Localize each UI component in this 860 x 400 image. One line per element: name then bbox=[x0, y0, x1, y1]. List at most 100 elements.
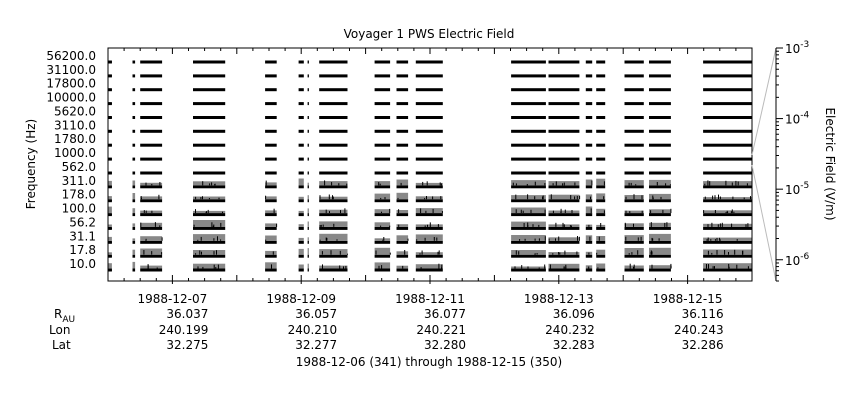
activity-band bbox=[319, 181, 348, 186]
activity-spike bbox=[652, 195, 654, 200]
data-segment bbox=[132, 240, 136, 244]
data-segment bbox=[132, 171, 136, 175]
activity-band bbox=[298, 237, 304, 241]
data-segment bbox=[307, 102, 309, 106]
data-segment bbox=[319, 143, 348, 147]
data-segment bbox=[624, 88, 644, 92]
activity-spike bbox=[381, 265, 383, 269]
activity-band bbox=[319, 265, 348, 269]
data-segment bbox=[265, 185, 277, 189]
data-segment bbox=[649, 102, 671, 106]
activity-spike bbox=[558, 236, 560, 241]
data-segment bbox=[703, 116, 752, 119]
activity-spike bbox=[426, 181, 428, 186]
activity-spike bbox=[193, 224, 195, 227]
data-segment bbox=[511, 88, 546, 92]
activity-spike bbox=[707, 180, 709, 186]
activity-band bbox=[596, 236, 606, 241]
data-segment bbox=[132, 268, 136, 272]
data-segment bbox=[649, 213, 671, 217]
data-segment bbox=[649, 88, 671, 92]
data-segment bbox=[596, 60, 606, 64]
activity-band bbox=[415, 252, 443, 255]
activity-spike bbox=[544, 236, 546, 241]
data-segment bbox=[396, 129, 409, 133]
data-segment bbox=[307, 60, 309, 64]
data-segment bbox=[649, 185, 671, 189]
data-segment bbox=[511, 60, 546, 64]
data-segment bbox=[374, 60, 391, 64]
activity-band bbox=[703, 223, 752, 227]
activity-spike bbox=[389, 208, 391, 214]
data-segment bbox=[307, 116, 309, 119]
activity-spike bbox=[734, 249, 736, 255]
activity-spike bbox=[640, 236, 642, 241]
data-segment bbox=[374, 157, 391, 161]
data-segment bbox=[585, 74, 593, 78]
activity-spike bbox=[719, 196, 721, 200]
data-segment bbox=[319, 157, 348, 161]
activity-spike bbox=[420, 267, 422, 269]
data-segment bbox=[548, 88, 580, 92]
activity-spike bbox=[600, 223, 602, 227]
data-segment bbox=[374, 213, 391, 217]
activity-spike bbox=[419, 253, 421, 255]
activity-spike bbox=[534, 238, 536, 241]
activity-band bbox=[649, 193, 671, 200]
activity-band bbox=[319, 209, 348, 214]
activity-spike bbox=[670, 263, 672, 269]
colorbar-tick-label: 10-5 bbox=[785, 181, 809, 197]
data-segment bbox=[396, 254, 409, 258]
activity-spike bbox=[637, 237, 639, 241]
activity-spike bbox=[670, 208, 672, 214]
activity-band bbox=[108, 252, 112, 255]
activity-band bbox=[132, 193, 136, 200]
activity-spike bbox=[515, 250, 517, 255]
activity-spike bbox=[222, 211, 223, 214]
data-segment bbox=[265, 143, 277, 147]
activity-spike bbox=[140, 196, 142, 200]
data-segment bbox=[548, 240, 580, 244]
activity-spike bbox=[651, 264, 653, 269]
activity-band bbox=[108, 196, 112, 200]
data-segment bbox=[585, 185, 593, 189]
data-segment bbox=[265, 213, 277, 217]
activity-spike bbox=[379, 183, 381, 186]
colorbar-connector bbox=[751, 47, 777, 156]
activity-spike bbox=[333, 223, 335, 227]
data-segment bbox=[548, 157, 580, 161]
activity-spike bbox=[578, 236, 580, 241]
activity-spike bbox=[633, 266, 634, 269]
data-segment bbox=[585, 129, 593, 133]
data-segment bbox=[193, 254, 226, 258]
channel-row bbox=[108, 206, 752, 217]
data-segment bbox=[319, 116, 348, 119]
activity-band bbox=[374, 222, 391, 227]
activity-spike bbox=[422, 181, 424, 186]
x-tick-label: 1988-12-13 bbox=[524, 292, 594, 306]
data-segment bbox=[624, 240, 644, 244]
data-segment bbox=[265, 60, 277, 64]
x-tick-label: 1988-12-15 bbox=[653, 292, 723, 306]
activity-spike bbox=[574, 196, 576, 200]
activity-spike bbox=[515, 183, 517, 186]
data-segment bbox=[193, 74, 226, 78]
activity-spike bbox=[515, 194, 517, 200]
activity-spike bbox=[440, 183, 442, 186]
data-segment bbox=[415, 213, 443, 217]
activity-band bbox=[649, 179, 671, 186]
activity-band bbox=[265, 210, 277, 213]
activity-spike bbox=[651, 251, 653, 255]
activity-band bbox=[624, 248, 644, 255]
data-segment bbox=[319, 129, 348, 133]
activity-band bbox=[415, 182, 443, 186]
activity-band bbox=[511, 180, 546, 186]
activity-spike bbox=[560, 211, 562, 213]
activity-spike bbox=[630, 182, 632, 186]
activity-band bbox=[132, 249, 136, 255]
data-segment bbox=[307, 213, 309, 217]
data-segment bbox=[298, 185, 304, 189]
activity-band bbox=[265, 235, 277, 241]
data-segment bbox=[548, 213, 580, 217]
activity-spike bbox=[201, 251, 202, 255]
